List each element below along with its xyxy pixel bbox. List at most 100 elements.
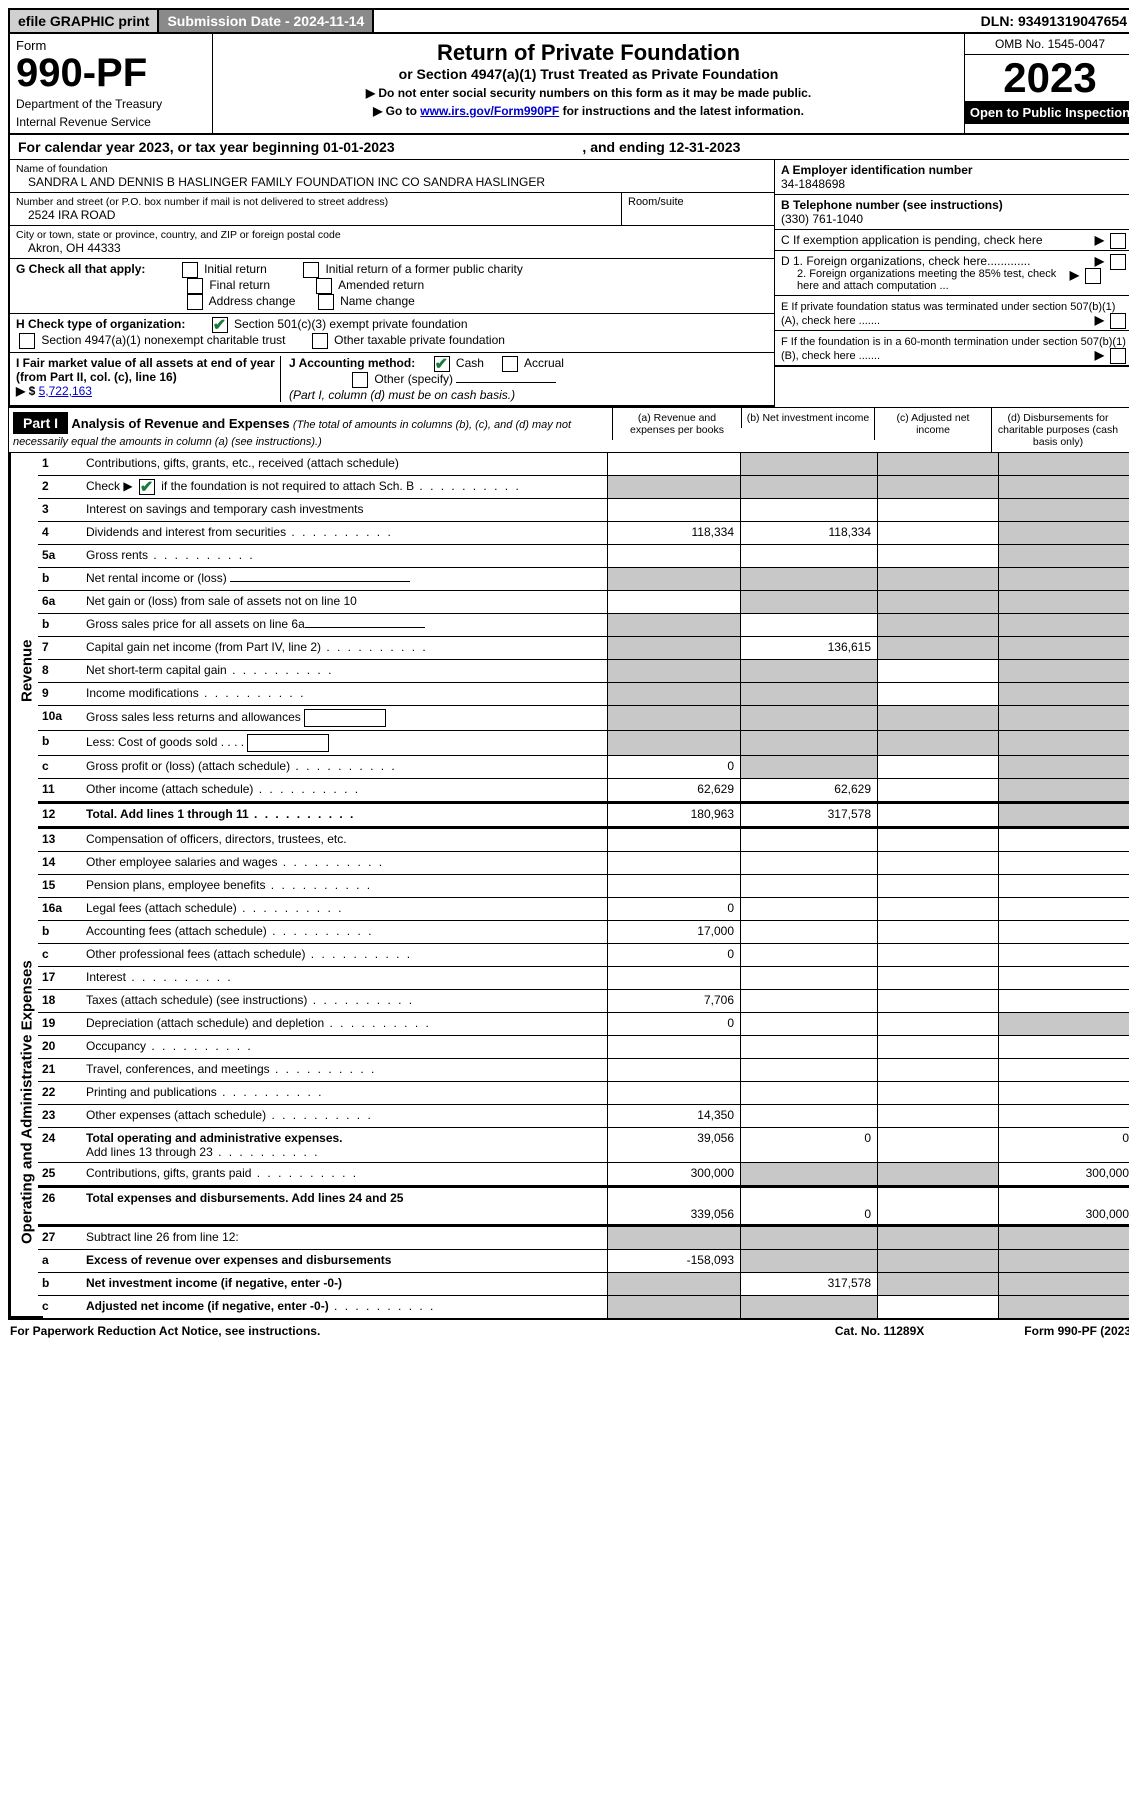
cell-b: [740, 944, 877, 966]
info-left: Name of foundation SANDRA L AND DENNIS B…: [10, 160, 774, 407]
col-d-header: (d) Disbursements for charitable purpose…: [991, 408, 1124, 452]
form-subtitle: or Section 4947(a)(1) Trust Treated as P…: [219, 66, 958, 82]
row-label: Compensation of officers, directors, tru…: [82, 829, 607, 851]
cell-c: [877, 1128, 998, 1162]
c-label: C If exemption application is pending, c…: [781, 233, 1043, 247]
cb-4947[interactable]: [19, 333, 35, 349]
opt-other-method: Other (specify): [374, 372, 453, 386]
row-num: 11: [38, 779, 82, 801]
fmv-value[interactable]: 5,722,163: [39, 384, 92, 398]
cell-d: [998, 591, 1129, 613]
opt-initial: Initial return: [204, 262, 267, 276]
row-num: c: [38, 756, 82, 778]
cell-c: [877, 1296, 998, 1318]
row-num: b: [38, 921, 82, 943]
cell-b: [740, 1227, 877, 1249]
room-suite: Room/suite: [621, 193, 774, 226]
cb-initial-return[interactable]: [182, 262, 198, 278]
row-label: Interest on savings and temporary cash i…: [82, 499, 607, 521]
cb-other-method[interactable]: [352, 372, 368, 388]
row-label: Net short-term capital gain: [82, 660, 607, 682]
row-label: Printing and publications: [82, 1082, 607, 1104]
row-label: Income modifications: [82, 683, 607, 705]
addr-label: Number and street (or P.O. box number if…: [16, 196, 615, 208]
cell-a: [607, 875, 740, 897]
cell-d: [998, 1296, 1129, 1318]
r18-label: Taxes (attach schedule) (see instruction…: [86, 993, 307, 1007]
cb-name-change[interactable]: [318, 294, 334, 310]
cell-c: [877, 875, 998, 897]
cb-status-terminated[interactable]: [1110, 313, 1126, 329]
tax-year: 2023: [965, 55, 1129, 101]
cell-a: [607, 660, 740, 682]
cb-accrual[interactable]: [502, 356, 518, 372]
r17-label: Interest: [86, 970, 126, 984]
row-label: Check ▶ if the foundation is not require…: [82, 476, 607, 498]
row-label: Capital gain net income (from Part IV, l…: [82, 637, 607, 659]
cell-d: [998, 731, 1129, 755]
row-num: b: [38, 568, 82, 590]
cb-cash[interactable]: [434, 356, 450, 372]
cell-d: [998, 499, 1129, 521]
cb-exemption-pending[interactable]: [1110, 233, 1126, 249]
cell-a: [607, 453, 740, 475]
row-num: b: [38, 1273, 82, 1295]
cb-501c3[interactable]: [212, 317, 228, 333]
col-b-header: (b) Net investment income: [741, 408, 874, 428]
e-label: E If private foundation status was termi…: [781, 301, 1115, 327]
cell-d: [998, 706, 1129, 730]
cell-b: [740, 898, 877, 920]
cell-c: [877, 1082, 998, 1104]
cb-foreign-org[interactable]: [1110, 254, 1126, 270]
cell-a: [607, 591, 740, 613]
opt-name: Name change: [340, 294, 415, 308]
cb-85-percent[interactable]: [1085, 268, 1101, 284]
d2-label: 2. Foreign organizations meeting the 85%…: [781, 268, 1057, 292]
d1-label: D 1. Foreign organizations, check here..…: [781, 254, 1030, 268]
row-label: Other expenses (attach schedule): [82, 1105, 607, 1127]
foundation-name: SANDRA L AND DENNIS B HASLINGER FAMILY F…: [16, 175, 768, 189]
cb-other-taxable[interactable]: [312, 333, 328, 349]
row-label: Interest: [82, 967, 607, 989]
row-num: 8: [38, 660, 82, 682]
cb-sch-b[interactable]: [139, 479, 155, 495]
row-num: 3: [38, 499, 82, 521]
tax-period: For calendar year 2023, or tax year begi…: [8, 135, 1129, 160]
part1-table: Revenue Operating and Administrative Exp…: [8, 453, 1129, 1320]
cell-b: [740, 476, 877, 498]
cb-60-month[interactable]: [1110, 348, 1126, 364]
cell-a: 180,963: [607, 804, 740, 826]
cell-a: [607, 683, 740, 705]
r20-label: Occupancy: [86, 1039, 146, 1053]
r4-label: Dividends and interest from securities: [86, 525, 286, 539]
cb-address-change[interactable]: [187, 294, 203, 310]
cell-b: [740, 1296, 877, 1318]
row-num: 15: [38, 875, 82, 897]
efile-badge[interactable]: efile GRAPHIC print: [10, 10, 159, 32]
cell-a: 118,334: [607, 522, 740, 544]
row-num: 12: [38, 804, 82, 826]
cell-a: [607, 499, 740, 521]
row-num: a: [38, 1250, 82, 1272]
cell-b: [740, 731, 877, 755]
cell-c: [877, 568, 998, 590]
row-label: Travel, conferences, and meetings: [82, 1059, 607, 1081]
cell-a: [607, 829, 740, 851]
row-num: 6a: [38, 591, 82, 613]
cell-c: [877, 591, 998, 613]
cell-b: 62,629: [740, 779, 877, 801]
part1-header-row: Part I Analysis of Revenue and Expenses …: [8, 407, 1129, 453]
cell-c: [877, 898, 998, 920]
cell-b: [740, 1059, 877, 1081]
cell-b: 317,578: [740, 804, 877, 826]
cell-c: [877, 852, 998, 874]
cb-final-return[interactable]: [187, 278, 203, 294]
row-num: 14: [38, 852, 82, 874]
cell-c: [877, 522, 998, 544]
opt-501c3: Section 501(c)(3) exempt private foundat…: [234, 317, 467, 331]
cb-amended-return[interactable]: [316, 278, 332, 294]
dept-treasury: Department of the Treasury: [16, 97, 206, 111]
instructions-link[interactable]: www.irs.gov/Form990PF: [420, 104, 559, 118]
cb-initial-former[interactable]: [303, 262, 319, 278]
opt-address: Address change: [209, 294, 296, 308]
